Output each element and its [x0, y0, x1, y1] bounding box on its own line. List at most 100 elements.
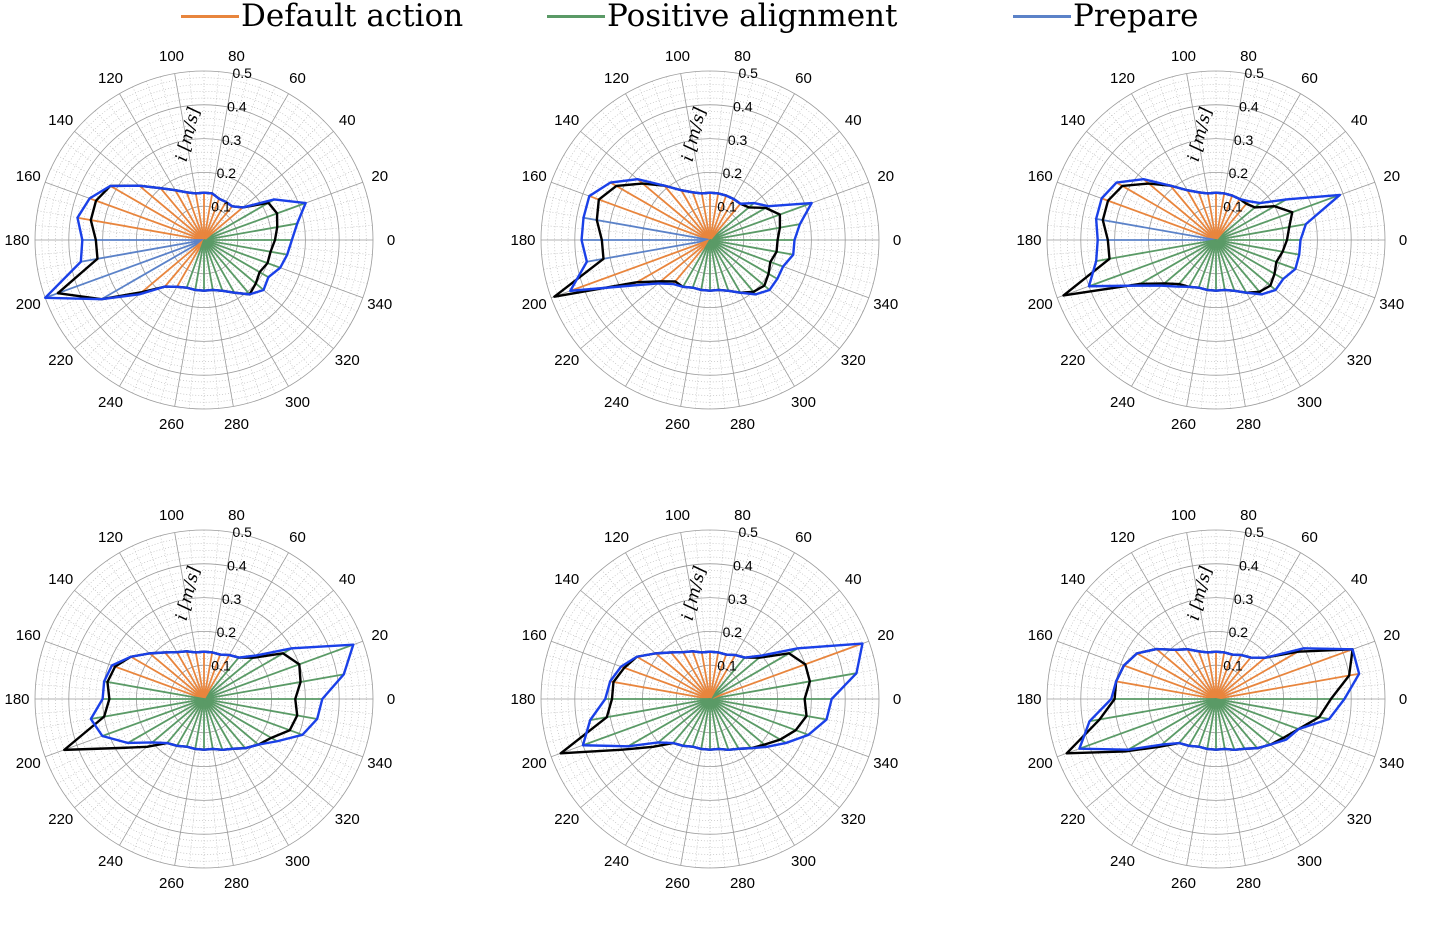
minor-grid-spoke: [1215, 239, 1355, 338]
minor-grid-spoke: [203, 239, 263, 399]
action-ray: [185, 239, 205, 288]
minor-grid-spoke: [84, 120, 205, 241]
minor-grid-spoke: [709, 86, 782, 241]
polar-chart-1: 0 20 40 60 80 100 120 140 160 180 200 220 240 260 280 3…: [4, 48, 395, 433]
action-ray: [159, 187, 205, 241]
minor-grid-spoke: [203, 698, 324, 819]
minor-grid-spoke: [546, 239, 711, 285]
r-tick-label: 0.5: [1244, 524, 1264, 540]
theta-tick-label: 200: [1028, 296, 1053, 313]
action-ray: [203, 698, 214, 750]
theta-tick-label: 40: [845, 571, 862, 588]
reference-line: [559, 650, 812, 755]
minor-grid-spoke: [709, 71, 726, 241]
minor-grid-spoke: [203, 81, 263, 241]
minor-grid-spoke: [203, 239, 373, 256]
minor-grid-spoke: [556, 239, 711, 312]
minor-grid-spoke: [1215, 86, 1288, 241]
minor-grid-spoke: [709, 535, 755, 700]
minor-grid-spoke: [601, 110, 711, 241]
minor-grid-spoke: [1215, 224, 1385, 241]
minor-grid-spoke: [694, 239, 711, 409]
action-ray: [176, 239, 205, 288]
minor-grid-spoke: [203, 698, 249, 863]
minor-grid-spoke: [159, 535, 205, 700]
minor-grid-spoke: [203, 698, 276, 853]
minor-grid-spoke: [709, 698, 769, 858]
r-tick-label: 0.2: [217, 165, 237, 181]
action-ray: [709, 698, 809, 736]
action-ray: [709, 698, 787, 744]
action-ray: [1215, 672, 1360, 700]
minor-grid-spoke: [1118, 101, 1217, 241]
minor-grid-spoke: [709, 101, 808, 241]
theta-tick-label: 60: [795, 70, 812, 87]
minor-grid-spoke: [709, 654, 874, 700]
minor-grid-spoke: [612, 698, 711, 838]
envelope-line: [569, 177, 813, 296]
minor-grid-spoke: [203, 698, 302, 838]
theta-tick-label: 260: [1171, 875, 1196, 892]
r-tick-label: 0.2: [723, 165, 743, 181]
r-tick-label: 0.3: [728, 591, 748, 607]
theta-tick-label: 20: [877, 627, 894, 644]
minor-grid-spoke: [65, 142, 205, 241]
action-ray: [1215, 239, 1263, 295]
minor-grid-spoke: [203, 698, 220, 868]
minor-grid-spoke: [203, 239, 276, 394]
r-tick-label: 0.1: [717, 658, 737, 674]
minor-grid-spoke: [1157, 81, 1217, 241]
minor-grid-spoke: [709, 239, 755, 404]
r-axis-title: i [m/s]: [1184, 564, 1217, 622]
minor-grid-spoke: [571, 601, 711, 700]
minor-grid-spoke: [203, 698, 263, 858]
minor-grid-spoke: [590, 698, 711, 819]
action-ray: [700, 652, 711, 700]
r-axis-title: i [m/s]: [1184, 105, 1217, 163]
minor-grid-spoke: [1215, 76, 1261, 241]
action-ray: [203, 239, 224, 292]
minor-grid-spoke: [709, 698, 726, 868]
theta-tick-label: 80: [1240, 48, 1257, 65]
minor-grid-spoke: [1200, 71, 1217, 241]
theta-tick-label: 80: [734, 48, 751, 65]
theta-tick-label: 220: [48, 352, 73, 369]
minor-grid-spoke: [1215, 698, 1355, 797]
theta-tick-label: 40: [1351, 571, 1368, 588]
minor-grid-spoke: [709, 110, 819, 241]
theta-tick-label: 200: [522, 296, 547, 313]
minor-grid-spoke: [709, 698, 874, 744]
action-ray: [194, 239, 205, 291]
r-tick-label: 0.1: [717, 199, 737, 215]
theta-tick-label: 80: [228, 507, 245, 524]
action-ray: [203, 198, 220, 241]
theta-tick-label: 240: [1110, 394, 1135, 411]
theta-tick-label: 200: [16, 755, 41, 772]
minor-grid-spoke: [1107, 569, 1217, 700]
action-ray: [90, 698, 205, 720]
minor-grid-spoke: [709, 683, 879, 700]
minor-grid-spoke: [203, 71, 220, 241]
r-tick-label: 0.5: [738, 524, 758, 540]
minor-grid-spoke: [1215, 110, 1325, 241]
action-ray: [1142, 178, 1217, 241]
action-ray: [203, 698, 246, 749]
theta-tick-label: 0: [387, 232, 395, 249]
minor-grid-spoke: [556, 627, 711, 700]
action-ray: [203, 205, 233, 241]
minor-grid-spoke: [709, 239, 782, 394]
theta-tick-label: 120: [604, 70, 629, 87]
theta-tick-label: 260: [665, 875, 690, 892]
action-ray: [569, 239, 711, 292]
theta-tick-label: 240: [1110, 853, 1135, 870]
minor-grid-spoke: [203, 239, 358, 312]
action-ray: [609, 680, 711, 700]
legend-label-prepare: Prepare: [1073, 0, 1199, 34]
minor-grid-spoke: [709, 545, 782, 700]
minor-grid-spoke: [1215, 698, 1288, 853]
action-ray: [709, 672, 857, 700]
action-ray: [1101, 197, 1217, 241]
action-ray: [586, 239, 711, 263]
minor-grid-spoke: [203, 239, 220, 409]
minor-grid-spoke: [132, 698, 205, 853]
